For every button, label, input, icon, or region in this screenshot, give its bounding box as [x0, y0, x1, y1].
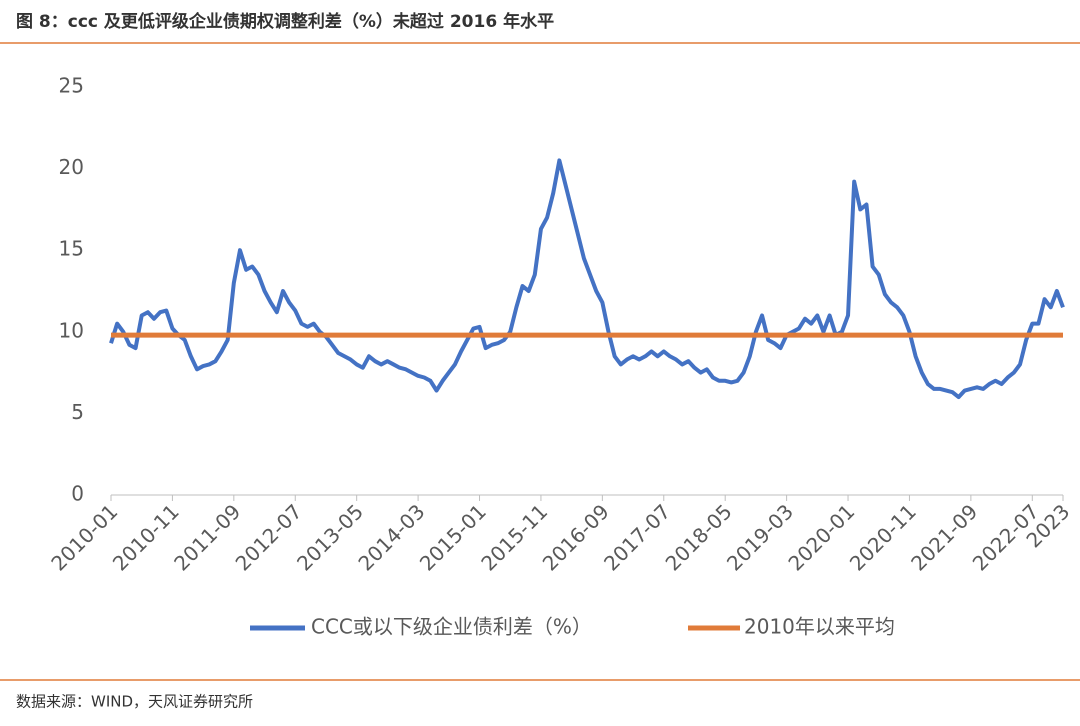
y-tick-label: 5 — [71, 400, 84, 424]
x-tick-label: 2010-11 — [108, 499, 184, 575]
y-tick-label: 25 — [59, 74, 84, 98]
x-tick-label: 2017-07 — [599, 499, 675, 575]
series-line — [109, 158, 1065, 400]
legend-label: CCC或以下级企业债利差（%） — [311, 615, 592, 639]
source: 数据来源：WIND，天风证券研究所 — [16, 693, 253, 711]
y-tick-label: 20 — [59, 155, 84, 179]
x-tick-label: 2012-07 — [231, 499, 307, 575]
x-tick-label: 2020-11 — [845, 499, 921, 575]
x-tick-label: 2013-05 — [292, 499, 368, 575]
y-tick-label: 15 — [59, 237, 84, 261]
x-tick-label: 2019-03 — [722, 499, 798, 575]
x-tick-label: 2018-05 — [661, 499, 737, 575]
x-tick-label: 2015-01 — [415, 499, 491, 575]
y-tick-label: 0 — [71, 482, 84, 506]
x-tick-label: 2020-01 — [783, 499, 859, 575]
x-tick-label: 2015-11 — [476, 499, 552, 575]
x-tick-label: 2010-01 — [46, 499, 122, 575]
legend-label: 2010年以来平均 — [744, 615, 895, 639]
chart-title: 图 8：ccc 及更低评级企业债期权调整利差（%）未超过 2016 年水平 — [16, 11, 554, 32]
x-tick-label: 2014-03 — [353, 499, 429, 575]
x-tick-label: 2011-09 — [169, 499, 245, 575]
x-tick-label: 2021-09 — [906, 499, 982, 575]
x-tick-label: 2016-09 — [538, 499, 614, 575]
y-tick-label: 10 — [59, 318, 84, 342]
